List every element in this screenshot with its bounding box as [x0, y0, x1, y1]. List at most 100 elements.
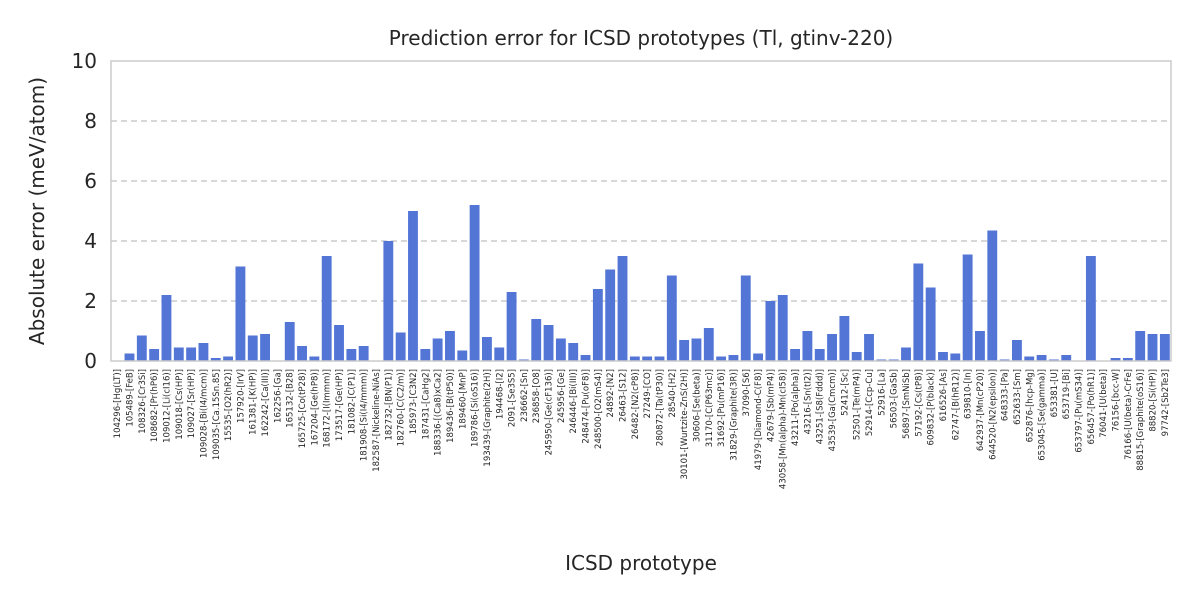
x-tick-label: 108326-[Cr3Si] [138, 369, 148, 434]
y-tick-labels: 0 2 4 6 8 10 [72, 49, 97, 373]
bar [666, 275, 677, 361]
x-tick-label: 181908-[Si(I4/mmm)] [360, 369, 370, 461]
x-tick-label: 280872-[Ta(tP30)] [655, 369, 665, 446]
chart-title: Prediction error for ICSD prototypes (Tl… [389, 26, 893, 50]
bar [765, 301, 776, 361]
bar [321, 256, 332, 361]
x-tick-label: 24892-[N2] [606, 369, 616, 418]
x-axis-label: ICSD prototype [565, 551, 717, 575]
x-tick-label: 88815-[Graphite(oS16)] [1136, 369, 1146, 471]
bar [703, 328, 714, 361]
bar [247, 335, 258, 361]
x-tick-label: 236858-[O8] [532, 369, 542, 423]
bar [235, 266, 246, 361]
bar [629, 356, 640, 361]
x-tick-label: 52916-[La] [877, 369, 887, 416]
bar [297, 346, 307, 361]
x-tick-label: 245950-[Ge(cF136)] [545, 369, 555, 455]
bar [395, 332, 406, 361]
x-tick-label: 62747-[B(hR12)] [951, 369, 961, 440]
x-tick-label: 109012-[Li(cI16)] [162, 369, 172, 443]
x-tick-label: 109027-[Sr(HP)] [187, 369, 197, 438]
bar [691, 338, 702, 361]
x-tick-label: 108682-[Pr(hP6)] [150, 369, 160, 442]
bar [679, 340, 690, 361]
bar [605, 269, 616, 361]
bar [420, 349, 431, 361]
x-tick-label: 26482-[N2(cP8)] [631, 369, 641, 439]
bar [975, 331, 985, 361]
bar [950, 353, 961, 361]
x-tick-label: 30606-[Se(beta)] [692, 369, 702, 442]
y-tick-label: 10 [72, 49, 97, 73]
bar [445, 331, 455, 361]
bar [1110, 358, 1121, 361]
bar [1159, 334, 1170, 361]
x-tick-label: 56897-[SmNiSb] [902, 369, 912, 439]
bar [987, 230, 998, 361]
x-tick-label: 109035-[Ca.15Sn.85] [212, 369, 222, 460]
bar [740, 275, 751, 361]
x-tick-label: 642937-[Mn(cP20)] [976, 369, 986, 451]
x-tick-label: 37090-[S6] [742, 369, 752, 417]
x-tick-label: 97742-[Sb2Te3] [1161, 369, 1171, 436]
x-tick-label: 653381-[U] [1050, 369, 1060, 417]
x-tick-label: 161381-[K(HP)] [249, 369, 259, 435]
x-tick-label: 109018-[Cs(HP)] [175, 369, 185, 440]
bar [346, 349, 357, 361]
bar [938, 352, 948, 361]
x-tick-label: 236662-[Sn] [520, 369, 530, 422]
x-tick-label: 193439-[Graphite(2H)] [483, 369, 493, 467]
x-tick-label: 76166-[U(beta)-CrFe] [1124, 369, 1134, 460]
x-tick-label: 168172-[I(Immm)] [323, 369, 333, 448]
x-tick-label: 31829-[Graphite(3R)] [729, 369, 739, 461]
y-tick-label: 4 [84, 229, 97, 253]
bar [1036, 355, 1047, 361]
y-tick-label: 0 [84, 349, 97, 373]
x-tick-label: 42679-[Sb(mP4)] [766, 369, 776, 442]
bar [592, 289, 603, 361]
x-tick-label: 76041-[U(beta)] [1099, 369, 1109, 438]
x-tick-label: 27249-[CO] [643, 369, 653, 418]
bar [358, 346, 369, 361]
x-tick-label: 162256-[Ga] [273, 369, 283, 423]
x-tick-label: 248500-[O2(mS4)] [594, 369, 604, 449]
x-tick-label: 656457-[Po(hR1)] [1087, 369, 1097, 445]
y-tick-label: 8 [84, 109, 97, 133]
x-tick-label: 157920-[IrV] [236, 369, 246, 423]
bar [827, 334, 837, 361]
x-tick-label: 653797-[Pu(mS34)] [1075, 369, 1085, 453]
bar [1024, 356, 1035, 361]
bar [469, 205, 480, 361]
bar [457, 350, 468, 361]
bars [124, 205, 1170, 361]
bar [173, 347, 184, 361]
bar [580, 355, 591, 361]
bar [716, 356, 727, 361]
bar [198, 343, 209, 361]
bar [161, 295, 172, 361]
x-tick-label: 181082-[C(P1)] [347, 369, 357, 434]
x-tick-label: 31170-[C(P63mc)] [705, 369, 715, 447]
x-tick-label: 189786-[Si(oS16)] [471, 369, 481, 447]
bar [260, 334, 270, 361]
bar [913, 263, 924, 361]
bar [149, 349, 160, 361]
bar [186, 347, 197, 361]
x-tick-label: 15535-[O2(hR2)] [224, 369, 234, 441]
x-tick-label: 41979-[Diamond-C(F8)] [754, 369, 764, 470]
bar [1122, 358, 1133, 361]
x-tick-label: 105489-[FeB] [125, 369, 135, 427]
x-tick-label: 182760-[C(C2/m)] [397, 369, 407, 446]
bar [925, 287, 936, 361]
x-tick-label: 28540-[H2] [668, 369, 678, 418]
bar [728, 355, 739, 361]
bar [506, 292, 517, 361]
plot-frame [110, 60, 1172, 362]
x-tick-label: 167204-[Ge(hP8)] [310, 369, 320, 446]
bar [814, 349, 825, 361]
bar [1061, 355, 1072, 361]
x-tick-label: 43539-[Ga(Cmcm)] [828, 369, 838, 451]
bar [790, 349, 800, 361]
